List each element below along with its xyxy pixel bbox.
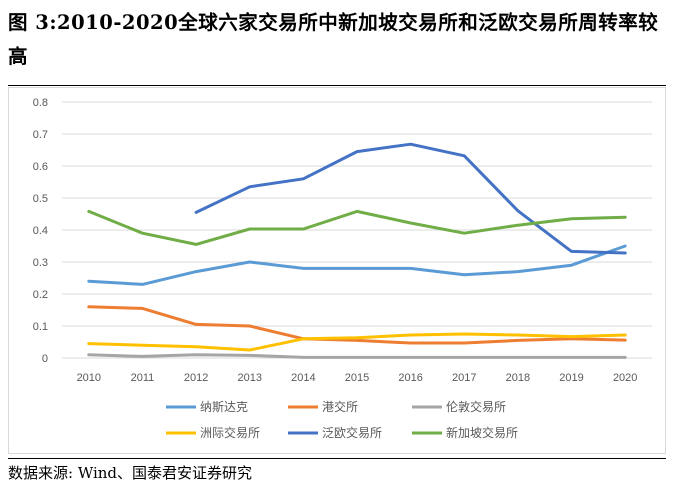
y-tick-label: 0.1 [33, 321, 48, 333]
x-tick-label: 2010 [77, 372, 101, 384]
x-tick-label: 2016 [398, 372, 422, 384]
series-line [194, 142, 627, 255]
series-line [87, 353, 627, 359]
chart-frame [8, 87, 666, 454]
y-tick-label: 0.7 [33, 129, 48, 141]
y-tick-label: 0.6 [33, 161, 48, 173]
x-tick-label: 2013 [237, 372, 261, 384]
y-tick-label: 0 [42, 353, 48, 365]
y-tick-label: 0.4 [33, 225, 48, 237]
x-tick-label: 2017 [452, 372, 476, 384]
x-tick-label: 2014 [291, 372, 315, 384]
legend-label: 港交所 [322, 399, 358, 414]
x-tick-label: 2012 [184, 372, 208, 384]
legend-label: 新加坡交易所 [446, 425, 518, 440]
legend-label: 泛欧交易所 [322, 425, 382, 440]
source-rule [8, 458, 666, 459]
series-line [87, 305, 627, 345]
series-line [87, 244, 627, 286]
x-tick-label: 2019 [559, 372, 583, 384]
series-line [87, 209, 627, 246]
legend-label: 洲际交易所 [200, 425, 260, 440]
y-tick-label: 0.5 [33, 193, 48, 205]
legend-label: 纳斯达克 [200, 400, 248, 414]
series-line [87, 332, 627, 352]
x-tick-label: 2018 [506, 372, 530, 384]
title-rule [8, 85, 666, 86]
y-tick-label: 0.8 [33, 97, 48, 109]
y-tick-label: 0.3 [33, 257, 48, 269]
source-note: 数据来源: Wind、国泰君安证券研究 [8, 464, 253, 482]
legend-label: 伦敦交易所 [446, 399, 506, 414]
x-tick-label: 2011 [131, 372, 155, 384]
y-tick-label: 0.2 [33, 289, 48, 301]
figure-title: 图 3:2010-2020全球六家交易所中新加坡交易所和泛欧交易所周转率较高 [8, 11, 659, 68]
x-tick-label: 2015 [345, 372, 369, 384]
x-tick-label: 2020 [613, 372, 637, 384]
